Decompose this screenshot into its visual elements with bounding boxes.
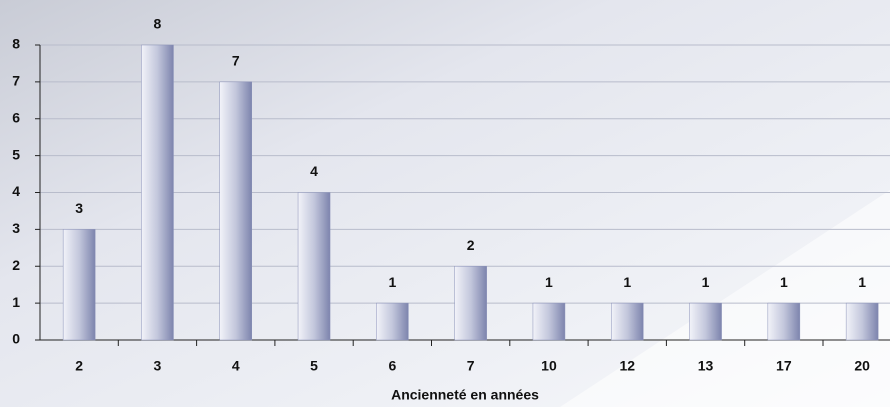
x-axis-title: Ancienneté en années (391, 387, 539, 403)
data-label: 1 (623, 274, 631, 290)
bar (376, 302, 409, 341)
x-tick-label: 17 (776, 358, 792, 374)
x-tick-label: 12 (619, 358, 635, 374)
bar (689, 302, 722, 341)
y-tick-label: 1 (12, 294, 20, 310)
y-tick-label: 5 (12, 146, 20, 162)
y-tick-label: 0 (12, 331, 20, 347)
bar (611, 302, 644, 341)
data-label: 1 (858, 274, 866, 290)
data-label: 1 (702, 274, 710, 290)
data-label: 4 (310, 163, 318, 179)
x-tick-label: 10 (541, 358, 557, 374)
data-label: 3 (75, 200, 83, 216)
background-shape (560, 190, 890, 407)
data-label: 2 (467, 237, 475, 253)
data-label: 1 (388, 274, 396, 290)
bar (219, 81, 252, 341)
bar (767, 302, 801, 341)
data-label: 8 (154, 16, 162, 32)
y-tick-label: 8 (12, 36, 20, 52)
x-tick-label: 7 (467, 358, 475, 374)
y-tick-label: 7 (12, 73, 20, 89)
bar (297, 192, 331, 341)
x-tick-label: 5 (310, 358, 318, 374)
x-tick-label: 6 (388, 358, 396, 374)
bar (141, 44, 174, 341)
y-tick-label: 3 (12, 220, 20, 236)
x-tick-label: 2 (75, 358, 83, 374)
bar (532, 302, 566, 341)
x-tick-label: 13 (698, 358, 714, 374)
y-tick-label: 2 (12, 257, 20, 273)
bar (845, 302, 879, 341)
bar (62, 229, 96, 341)
y-tick-label: 6 (12, 109, 20, 125)
data-label: 1 (780, 274, 788, 290)
x-tick-label: 20 (854, 358, 870, 374)
x-tick-label: 4 (232, 358, 240, 374)
y-tick-label: 4 (12, 183, 20, 199)
data-label: 1 (545, 274, 553, 290)
bar (454, 266, 487, 341)
x-tick-label: 3 (154, 358, 162, 374)
data-label: 7 (232, 53, 240, 69)
